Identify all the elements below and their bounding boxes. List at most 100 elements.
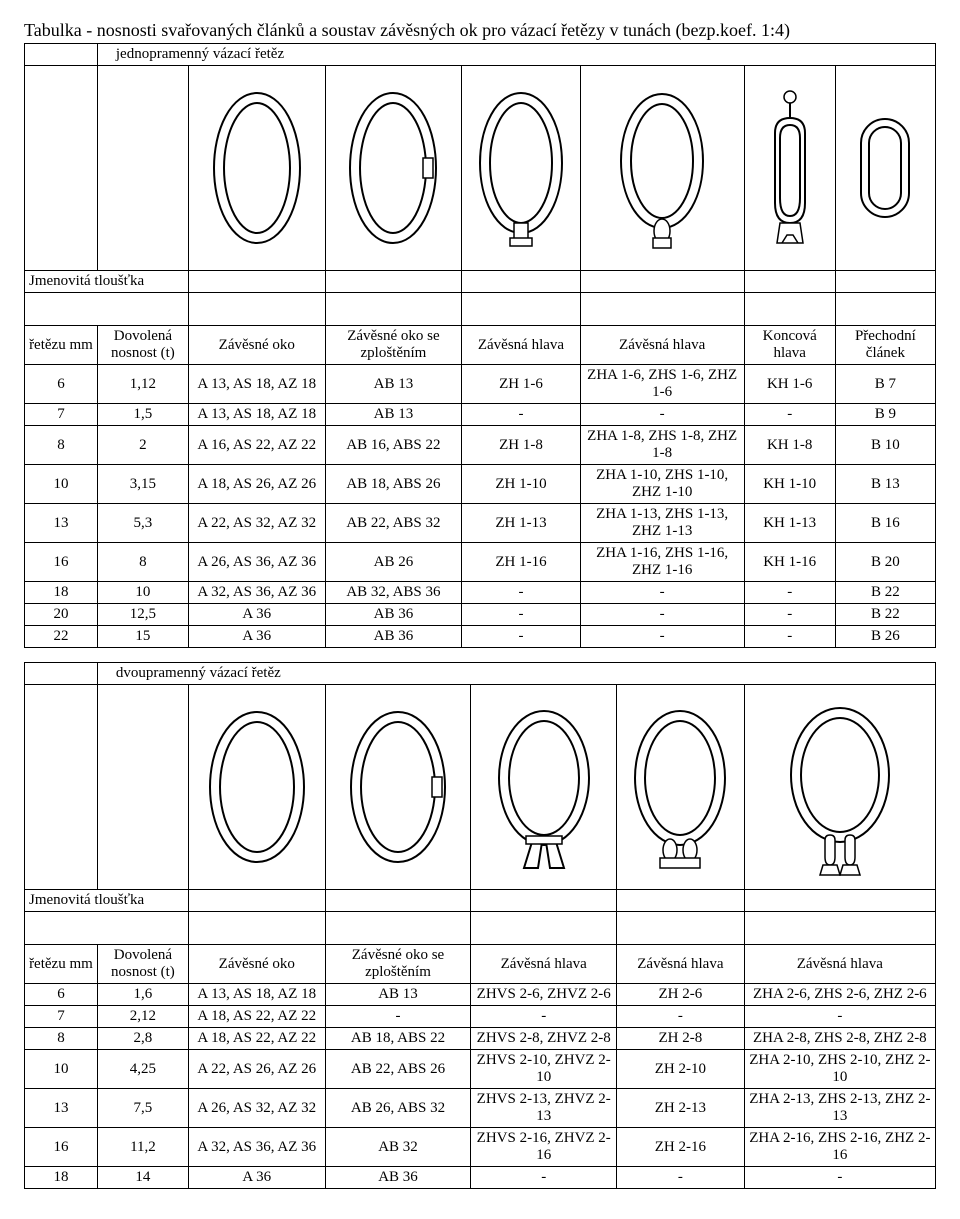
cell: ZH 1-8 (462, 426, 580, 465)
table-row: 103,15A 18, AS 26, AZ 26AB 18, ABS 26ZH … (25, 465, 936, 504)
cell: 1,12 (97, 365, 188, 404)
cell: A 26, AS 36, AZ 36 (188, 543, 325, 582)
cell: ZHVS 2-10, ZHVZ 2-10 (471, 1050, 617, 1089)
cell: AB 22, ABS 26 (325, 1050, 471, 1089)
cell (471, 912, 617, 945)
table-row: 72,12A 18, AS 22, AZ 22---- (25, 1006, 936, 1028)
cell: - (580, 626, 744, 648)
diagram-hlava2 (580, 66, 744, 271)
cell (97, 66, 188, 271)
subtitle-2: dvoupramenný vázací řetěz (97, 663, 935, 685)
cell: ZH 1-10 (462, 465, 580, 504)
cell: A 13, AS 18, AZ 18 (188, 365, 325, 404)
label-jmen2: Jmenovitá tloušťka (25, 890, 189, 912)
cell: KH 1-8 (744, 426, 835, 465)
cell: AB 13 (325, 984, 471, 1006)
cell: B 10 (835, 426, 935, 465)
cell: 14 (97, 1167, 188, 1189)
cell (325, 293, 462, 326)
cell: - (744, 404, 835, 426)
cell: B 26 (835, 626, 935, 648)
cell: B 20 (835, 543, 935, 582)
cell: - (580, 604, 744, 626)
diagram-hlava1 (462, 66, 580, 271)
cell: - (462, 404, 580, 426)
cell: A 16, AS 22, AZ 22 (188, 426, 325, 465)
cell (580, 271, 744, 293)
cell: AB 22, ABS 32 (325, 504, 462, 543)
cell: 10 (97, 582, 188, 604)
cell: ZHVS 2-16, ZHVZ 2-16 (471, 1128, 617, 1167)
cell: B 16 (835, 504, 935, 543)
cell: KH 1-10 (744, 465, 835, 504)
cell (25, 66, 98, 271)
cell: AB 18, ABS 26 (325, 465, 462, 504)
cell (744, 890, 935, 912)
cell: KH 1-13 (744, 504, 835, 543)
cell: B 9 (835, 404, 935, 426)
diagram2-hlava3 (744, 685, 935, 890)
label-jmen1: Jmenovitá tloušťka (25, 271, 189, 293)
table-row: 1814A 36AB 36--- (25, 1167, 936, 1189)
cell: 13 (25, 504, 98, 543)
header-okozpl2: Závěsné oko se zploštěním (325, 945, 471, 984)
cell (188, 271, 325, 293)
header-dovolena1: Dovolená nosnost (t) (97, 326, 188, 365)
cell (325, 271, 462, 293)
diagram-oko-zpl (325, 66, 462, 271)
cell: ZHVS 2-13, ZHVZ 2-13 (471, 1089, 617, 1128)
cell: ZHA 1-6, ZHS 1-6, ZHZ 1-6 (580, 365, 744, 404)
cell: A 36 (188, 626, 325, 648)
cell: ZHA 2-10, ZHS 2-10, ZHZ 2-10 (744, 1050, 935, 1089)
header-zh2a: Závěsná hlava (471, 945, 617, 984)
header-retezu2: řetězu mm (25, 945, 98, 984)
cell: 16 (25, 543, 98, 582)
cell (744, 271, 835, 293)
cell: ZHVS 2-6, ZHVZ 2-6 (471, 984, 617, 1006)
diagram2-hlava1 (471, 685, 617, 890)
cell: 1,5 (97, 404, 188, 426)
table-row: 61,12A 13, AS 18, AZ 18AB 13ZH 1-6ZHA 1-… (25, 365, 936, 404)
cell: 18 (25, 582, 98, 604)
cell: AB 36 (325, 626, 462, 648)
cell: B 7 (835, 365, 935, 404)
cell: B 22 (835, 604, 935, 626)
table-row: 1810A 32, AS 36, AZ 36AB 32, ABS 36---B … (25, 582, 936, 604)
header-zh1a: Závěsná hlava (462, 326, 580, 365)
cell: 18 (25, 1167, 98, 1189)
cell: 3,15 (97, 465, 188, 504)
cell: B 13 (835, 465, 935, 504)
cell: - (580, 404, 744, 426)
cell: 15 (97, 626, 188, 648)
cell: 1,6 (97, 984, 188, 1006)
table-row: 82A 16, AS 22, AZ 22AB 16, ABS 22ZH 1-8Z… (25, 426, 936, 465)
cell: - (617, 1006, 745, 1028)
table-row: 82,8A 18, AS 22, AZ 22AB 18, ABS 22ZHVS … (25, 1028, 936, 1050)
header-prech1: Přechodní článek (835, 326, 935, 365)
header-zh1b: Závěsná hlava (580, 326, 744, 365)
table-row: 135,3A 22, AS 32, AZ 32AB 22, ABS 32ZH 1… (25, 504, 936, 543)
cell: KH 1-16 (744, 543, 835, 582)
cell: - (471, 1006, 617, 1028)
cell: AB 36 (325, 1167, 471, 1189)
cell (25, 663, 98, 685)
table-row: 61,6A 13, AS 18, AZ 18AB 13ZHVS 2-6, ZHV… (25, 984, 936, 1006)
cell: - (471, 1167, 617, 1189)
cell: AB 16, ABS 22 (325, 426, 462, 465)
cell: ZHVS 2-8, ZHVZ 2-8 (471, 1028, 617, 1050)
cell: AB 32, ABS 36 (325, 582, 462, 604)
header-zh2c: Závěsná hlava (744, 945, 935, 984)
cell: ZHA 2-6, ZHS 2-6, ZHZ 2-6 (744, 984, 935, 1006)
header-okozpl1: Závěsné oko se zploštěním (325, 326, 462, 365)
cell: 2,12 (97, 1006, 188, 1028)
cell (188, 912, 325, 945)
header-zh2b: Závěsná hlava (617, 945, 745, 984)
header-oko1: Závěsné oko (188, 326, 325, 365)
cell: 20 (25, 604, 98, 626)
header-dovolena2: Dovolená nosnost (t) (97, 945, 188, 984)
cell: A 22, AS 32, AZ 32 (188, 504, 325, 543)
cell: 7,5 (97, 1089, 188, 1128)
cell: ZH 1-6 (462, 365, 580, 404)
cell: ZH 2-13 (617, 1089, 745, 1128)
header-oko2: Závěsné oko (188, 945, 325, 984)
